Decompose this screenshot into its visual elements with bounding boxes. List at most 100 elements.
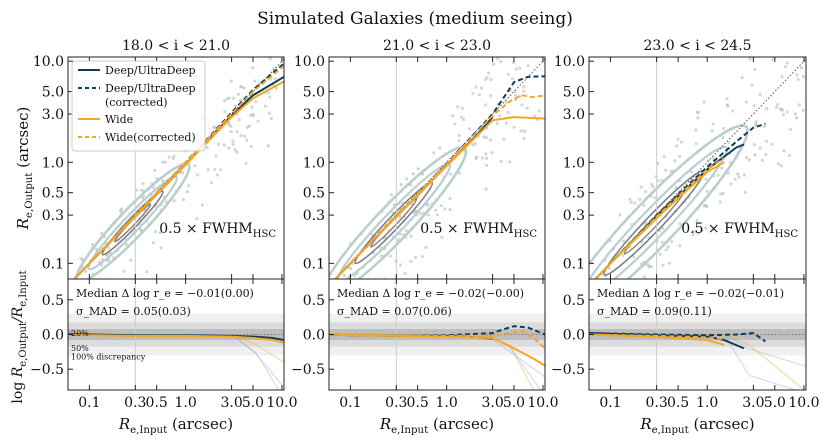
scatter-point xyxy=(514,93,518,97)
y-axis-label-bottom-r2: /R xyxy=(10,306,26,324)
scatter-point xyxy=(490,151,494,155)
scatter-point xyxy=(633,201,637,205)
scatter-point xyxy=(694,128,698,132)
scatter-point xyxy=(99,231,104,235)
scatter-point xyxy=(450,114,455,118)
scatter-point xyxy=(696,110,700,115)
scatter-point xyxy=(477,93,481,97)
scatter-point xyxy=(760,158,764,163)
x-axis-label-1: Re,Input (arcsec) xyxy=(118,415,233,436)
scatter-point xyxy=(599,280,602,283)
scatter-point xyxy=(122,269,126,273)
scatter-point xyxy=(628,197,632,201)
y-tick-label: 0.5 xyxy=(563,293,585,309)
scatter-point xyxy=(267,111,271,115)
scatter-point xyxy=(474,85,478,89)
plot-area xyxy=(329,57,545,284)
scatter-point xyxy=(512,125,516,129)
scatter-point xyxy=(480,156,484,160)
scatter-point xyxy=(474,142,478,146)
density-contour xyxy=(74,162,191,279)
scatter-point xyxy=(266,144,270,148)
x-axis-label-2-main: R xyxy=(379,415,391,433)
scatter-point xyxy=(644,189,648,194)
x-tick-label: 10.0 xyxy=(266,395,297,411)
scatter-point xyxy=(801,108,805,112)
y-tick-label: 0.0 xyxy=(42,328,64,344)
scatter-point xyxy=(206,168,210,172)
stat-median: Median Δ log r_e = −0.01(0.00) xyxy=(76,287,254,300)
x-tick-label: 10.0 xyxy=(527,395,558,411)
scatter-point xyxy=(661,226,665,230)
x-axis-label-1-main: R xyxy=(118,415,130,433)
scatter-point xyxy=(339,281,342,284)
scatter-point xyxy=(753,153,757,157)
scatter-point xyxy=(744,156,749,160)
scatter-point xyxy=(242,86,246,90)
scatter-point xyxy=(510,77,514,81)
scatter-point xyxy=(711,156,716,161)
scatter-point xyxy=(340,279,343,282)
series-line-deep-ultradeep-corrected- xyxy=(594,122,766,279)
y-axis-label-bottom-log: log xyxy=(10,377,26,403)
scatter-point xyxy=(696,116,700,120)
scatter-point xyxy=(180,171,185,175)
scatter-point xyxy=(249,144,253,148)
scatter-point xyxy=(497,114,502,118)
scatter-point xyxy=(658,252,662,256)
x-tick-label: 0.5 xyxy=(146,395,168,411)
scatter-point xyxy=(181,197,186,202)
scatter-point xyxy=(674,144,679,148)
scatter-point xyxy=(670,240,674,244)
scatter-point xyxy=(785,22,788,25)
stat-median: Median Δ log r_e = −0.02(−0.01) xyxy=(597,287,784,300)
scatter-point xyxy=(621,239,626,243)
scatter-point xyxy=(414,255,418,260)
scatter-point xyxy=(506,72,511,77)
scatter-point xyxy=(185,190,190,194)
scatter-point xyxy=(435,213,440,217)
scatter-point xyxy=(239,134,243,138)
x-tick-label: 0.5 xyxy=(407,395,429,411)
scatter-point xyxy=(250,105,254,109)
scatter-point xyxy=(731,109,735,113)
scatter-point xyxy=(484,187,488,191)
fwhm-annotation-sub: HSC xyxy=(253,229,277,240)
scatter-point xyxy=(522,136,526,141)
scatter-point xyxy=(235,130,239,134)
scatter-point xyxy=(414,209,418,213)
scatter-point xyxy=(705,204,709,208)
scatter-point xyxy=(785,61,789,65)
scatter-point xyxy=(788,127,793,132)
fwhm-annotation-text: 0.5 × FWHM xyxy=(159,221,253,237)
scatter-point xyxy=(231,142,235,146)
scatter-point xyxy=(124,242,128,247)
plot-area xyxy=(68,279,284,390)
scatter-point xyxy=(457,171,462,175)
scatter-point xyxy=(205,145,209,149)
scatter-point xyxy=(489,77,493,82)
scatter-point xyxy=(504,100,508,104)
density-contour xyxy=(354,181,434,265)
fwhm-annotation: 0.5 × FWHMHSC xyxy=(420,221,537,240)
x-axis-label-2: Re,Input (arcsec) xyxy=(379,415,494,436)
scatter-point xyxy=(399,183,403,187)
stat-sigma: σ_MAD = 0.05(0.03) xyxy=(76,305,191,318)
y-tick-label: 0.3 xyxy=(303,208,325,224)
scatter-point xyxy=(482,135,486,139)
scatter-point xyxy=(754,123,758,127)
scatter-point xyxy=(702,204,706,208)
scatter-point xyxy=(722,126,726,131)
scatter-point xyxy=(691,232,695,237)
scatter-point xyxy=(674,185,678,190)
scatter-point xyxy=(765,107,769,111)
scatter-point xyxy=(195,173,200,177)
figure-title: Simulated Galaxies (medium seeing) xyxy=(257,9,573,29)
scatter-point xyxy=(153,168,157,172)
series-line-wide xyxy=(68,333,284,344)
scatter-point xyxy=(789,8,792,11)
y-tick-label: 0.0 xyxy=(303,328,325,344)
scatter-point xyxy=(785,110,789,114)
scatter-point xyxy=(448,196,452,201)
scatter-point xyxy=(488,138,493,142)
